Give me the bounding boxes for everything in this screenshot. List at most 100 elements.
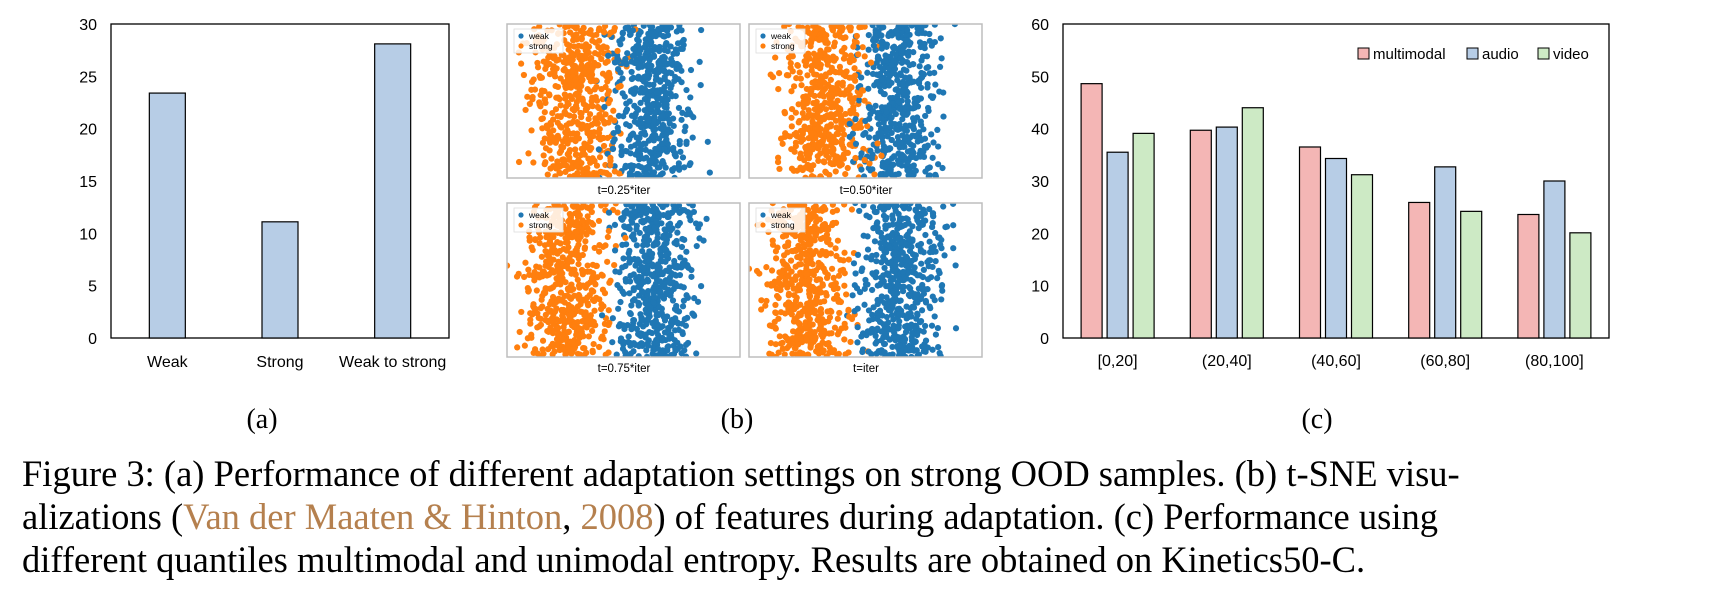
scatter-point-strong [527,310,534,317]
scatter-point-weak [674,222,682,229]
scatter-point-weak [686,161,693,169]
scatter-point-weak [899,81,907,88]
scatter-point-weak [680,284,687,291]
scatter-point-strong [850,43,857,50]
scatter-point-weak [679,154,687,161]
scatter-point-strong [561,110,568,117]
scatter-point-strong [572,251,580,258]
scatter-point-strong [769,237,776,244]
scatter-point-strong [578,352,585,357]
scatter-point-weak [869,311,876,318]
chart-a: 0 5 10 15 20 25 30 Weak Strong Weak to strong (a… [79,17,450,435]
scatter-point-weak [907,79,915,86]
scatter-point-weak [900,268,907,275]
tsne-panel-frame [506,202,741,358]
scatter-point-strong [819,339,826,346]
scatter-point-weak [675,326,682,334]
tsne-legend-marker [518,212,524,218]
scatter-point-strong [813,101,821,109]
scatter-point-strong [578,114,585,121]
scatter-point-weak [684,262,691,269]
scatter-point-weak [869,286,876,294]
scatter-point-weak [626,173,634,178]
scatter-point-strong [564,76,572,83]
scatter-point-strong [584,294,591,301]
scatter-point-weak [935,143,942,150]
scatter-point-strong [540,289,548,296]
scatter-point-weak [888,32,896,39]
scatter-point-strong [812,78,819,85]
scatter-point-weak [877,239,884,247]
scatter-point-strong [800,93,807,101]
scatter-point-weak [920,266,927,273]
chart-c-y-tick-label: 20 [1031,226,1049,243]
scatter-point-strong [827,241,834,248]
scatter-point-strong [817,131,825,138]
scatter-point-weak [851,282,858,289]
scatter-point-strong [803,336,810,343]
scatter-point-weak [657,246,664,253]
scatter-point-weak [645,315,652,322]
chart-c-y-tick-label: 60 [1031,17,1049,34]
scatter-point-weak [648,329,656,337]
scatter-point-weak [910,61,917,68]
scatter-point-weak [696,58,703,66]
scatter-point-strong [575,241,582,248]
citation-link-authors[interactable]: Van der Maaten & Hinton [183,496,563,537]
scatter-point-weak [919,53,927,60]
scatter-point-weak [687,94,694,101]
chart-b: weakstrongt=0.25*iterweakstrongt=0.50*it… [506,23,983,435]
scatter-point-weak [885,270,892,278]
scatter-point-strong [573,218,580,226]
scatter-point-strong [565,286,572,294]
scatter-point-weak [906,104,913,111]
scatter-point-weak [659,112,666,120]
tsne-legend-label: weak [770,31,792,41]
scatter-point-strong [611,261,618,269]
tsne-panel-frame [748,202,983,358]
scatter-point-weak [609,315,616,322]
caption-line-3: different quantiles multimodal and unimo… [22,538,1702,581]
scatter-point-weak [629,297,637,304]
scatter-point-strong [559,254,566,261]
scatter-point-weak [654,345,662,352]
scatter-point-weak [852,270,859,277]
scatter-point-strong [599,96,606,103]
scatter-point-strong [832,55,839,62]
scatter-point-weak [858,74,865,81]
scatter-point-weak [677,148,684,155]
scatter-point-weak [928,131,935,138]
scatter-point-weak [672,315,679,322]
scatter-point-strong [785,265,792,272]
scatter-point-weak [888,136,895,144]
scatter-point-weak [877,229,885,237]
scatter-point-weak [609,145,616,152]
scatter-point-strong [830,135,837,142]
scatter-point-strong [560,306,567,314]
scatter-point-weak [908,152,915,159]
scatter-point-weak [619,288,626,295]
scatter-point-strong [572,146,579,153]
scatter-point-weak [627,350,634,357]
scatter-point-strong [811,328,818,336]
scatter-point-strong [841,203,848,208]
scatter-point-strong [763,297,770,305]
scatter-point-strong [544,171,551,178]
scatter-point-weak [908,313,915,320]
scatter-point-weak [927,305,934,312]
scatter-point-weak [629,130,637,137]
scatter-point-strong [588,208,595,216]
scatter-point-strong [515,158,523,166]
scatter-point-strong [568,136,575,143]
scatter-point-strong [594,61,601,69]
scatter-point-weak [626,122,633,130]
scatter-point-strong [611,117,618,124]
scatter-point-strong [810,268,817,275]
scatter-point-strong [829,203,836,208]
scatter-point-weak [929,154,936,161]
scatter-point-weak [867,167,874,174]
scatter-point-weak [665,278,673,285]
scatter-point-strong [859,44,866,51]
scatter-point-weak [908,243,915,250]
citation-link-year[interactable]: 2008 [580,496,654,537]
